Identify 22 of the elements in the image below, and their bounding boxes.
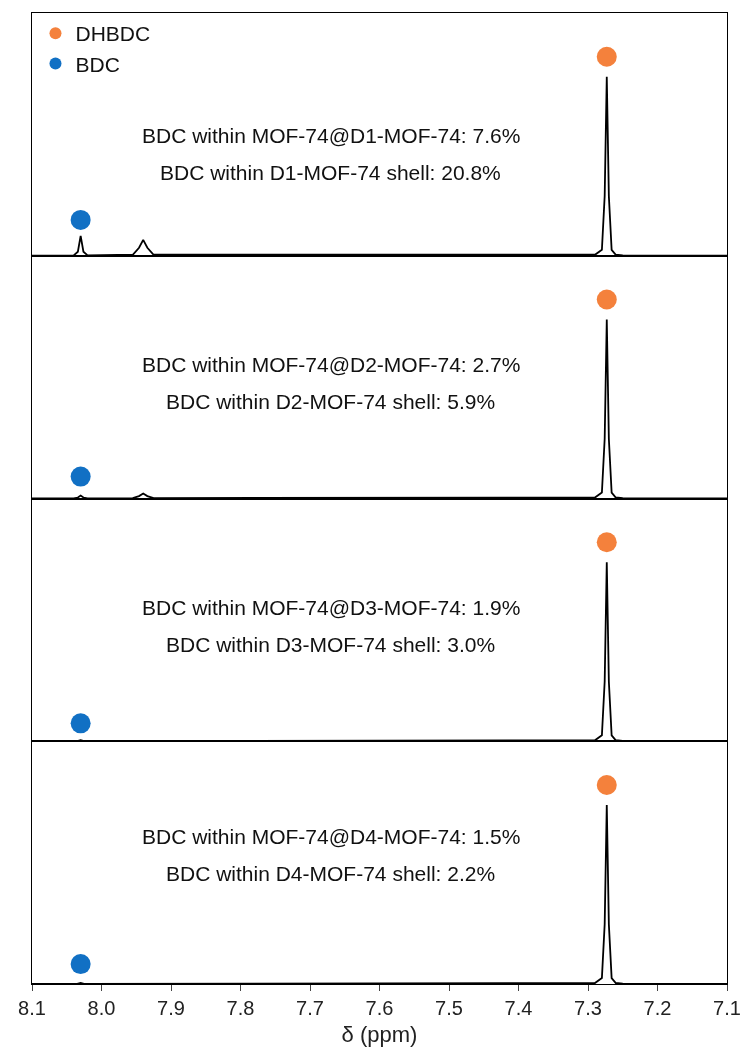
x-tick-label: 7.7 (296, 997, 324, 1019)
x-tick-label: 7.5 (435, 997, 463, 1019)
x-tick-label: 7.9 (157, 997, 185, 1019)
annotation: BDC within D1-MOF-74 shell: 20.8% (160, 161, 501, 184)
annotation: BDC within MOF-74@D4-MOF-74: 1.5% (142, 825, 521, 848)
x-tick-label: 7.4 (504, 997, 533, 1019)
annotation: BDC within D3-MOF-74 shell: 3.0% (166, 633, 496, 656)
legend-label: BDC (75, 52, 120, 76)
x-axis-title: δ (ppm) (341, 1021, 418, 1047)
x-tick-label: 7.8 (226, 997, 255, 1019)
annotation: BDC within D4-MOF-74 shell: 2.2% (166, 862, 496, 885)
x-tick-label: 7.1 (713, 997, 741, 1019)
annotation: BDC within MOF-74@D2-MOF-74: 2.7% (142, 353, 521, 376)
annotation: BDC within D2-MOF-74 shell: 5.9% (166, 390, 496, 413)
x-tick-label: 8.0 (87, 997, 116, 1019)
x-tick-label: 7.3 (574, 997, 602, 1019)
x-tick-label: 7.6 (365, 997, 394, 1019)
legend-label: DHBDC (75, 22, 151, 46)
annotation: BDC within MOF-74@D3-MOF-74: 1.9% (142, 596, 521, 619)
x-tick-label: 8.1 (18, 997, 46, 1019)
x-tick-label: 7.2 (643, 997, 672, 1019)
annotation: BDC within MOF-74@D1-MOF-74: 7.6% (142, 124, 521, 147)
